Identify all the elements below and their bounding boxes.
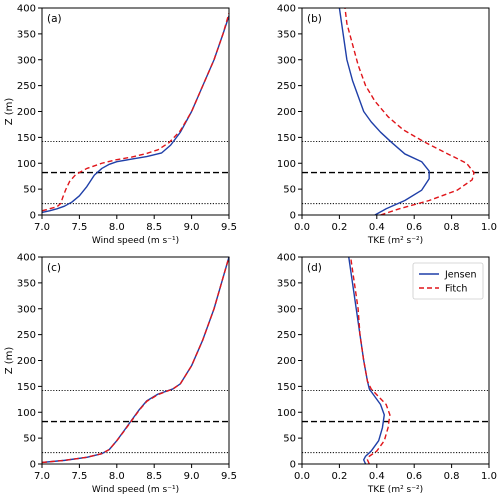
y-tick-label: 50: [283, 434, 296, 445]
y-tick-label: 200: [17, 356, 36, 367]
y-tick-label: 50: [23, 185, 36, 196]
x-tick-label: 0.8: [444, 222, 460, 233]
x-tick-label: 8.0: [109, 222, 125, 233]
x-tick-label: 0.0: [294, 471, 310, 482]
legend-box: [412, 262, 484, 300]
y-tick-label: 50: [283, 185, 296, 196]
x-tick-label: 0.2: [331, 222, 347, 233]
x-axis-label: Wind speed (m s⁻¹): [92, 236, 179, 246]
x-tick-label: 0.4: [369, 471, 385, 482]
axes-frame: [41, 256, 230, 465]
series-fitch-line: [41, 12, 230, 212]
y-tick-label: 150: [17, 133, 36, 144]
x-axis-label: TKE (m² s⁻²): [367, 485, 423, 495]
y-tick-label: 50: [23, 434, 36, 445]
series-jensen-line: [348, 256, 385, 465]
series-fitch-line: [349, 256, 391, 465]
y-tick-label: 350: [17, 29, 36, 40]
y-tick-label: 250: [17, 330, 36, 341]
panel-label: (d): [307, 262, 322, 274]
panel-label: (b): [307, 13, 322, 25]
y-tick-label: 100: [277, 159, 296, 170]
y-tick-label: 400: [277, 253, 296, 264]
y-tick-label: 200: [17, 107, 36, 118]
x-tick-label: 9.0: [184, 471, 200, 482]
y-tick-label: 400: [17, 4, 36, 15]
x-tick-label: 1.0: [481, 471, 497, 482]
axes-frame: [41, 7, 230, 216]
x-tick-label: 7.5: [71, 471, 87, 482]
x-tick-label: 9.0: [184, 222, 200, 233]
x-tick-label: 7.0: [34, 222, 50, 233]
y-tick-label: 150: [277, 133, 296, 144]
y-tick-label: 350: [277, 278, 296, 289]
panel-b: 0.0 0.2 0.4 0.6 0.8 1.0 0 50 100 150 200 250 300 350 4…: [277, 4, 497, 247]
axes-frame: [301, 7, 490, 216]
x-tick-label: 9.5: [221, 471, 237, 482]
y-tick-label: 300: [17, 55, 36, 66]
y-tick-label: 100: [17, 159, 36, 170]
x-tick-label: 0.8: [444, 471, 460, 482]
y-tick-label: 250: [277, 330, 296, 341]
legend-label-jensen: Jensen: [444, 270, 476, 281]
panel-c: 7.0 7.5 8.0 8.5 9.0 9.5 0 50 100 150 200 250 300 350 4…: [4, 253, 237, 495]
panel-a: 7.0 7.5 8.0 8.5 9.0 9.5 0 50 100 150 200 250 300 350 4…: [4, 4, 237, 247]
y-tick-label: 0: [290, 460, 296, 471]
x-tick-label: 0.4: [369, 222, 385, 233]
y-tick-label: 400: [277, 4, 296, 15]
x-axis-label: TKE (m² s⁻²): [367, 236, 423, 246]
y-tick-label: 150: [17, 382, 36, 393]
series-fitch-line: [41, 256, 230, 464]
y-tick-label: 300: [17, 304, 36, 315]
y-tick-label: 300: [277, 55, 296, 66]
y-tick-label: 0: [290, 211, 296, 222]
y-axis-label: Z (m): [4, 98, 15, 126]
x-tick-label: 9.5: [221, 222, 237, 233]
series-jensen-line: [41, 15, 230, 214]
x-tick-label: 0.6: [406, 222, 422, 233]
x-tick-label: 0.2: [331, 471, 347, 482]
y-tick-label: 0: [30, 460, 36, 471]
panel-label: (a): [47, 13, 62, 25]
y-tick-label: 350: [17, 278, 36, 289]
legend: Jensen Fitch: [412, 262, 484, 300]
y-tick-label: 100: [277, 408, 296, 419]
y-tick-label: 300: [277, 304, 296, 315]
y-tick-label: 200: [277, 107, 296, 118]
y-axis-label: Z (m): [4, 347, 15, 375]
y-tick-label: 250: [17, 81, 36, 92]
x-tick-label: 7.5: [71, 222, 87, 233]
y-tick-label: 200: [277, 356, 296, 367]
series-jensen-line: [338, 7, 430, 216]
x-tick-label: 8.0: [109, 471, 125, 482]
y-tick-label: 400: [17, 253, 36, 264]
series-jensen-line: [41, 256, 230, 464]
series-fitch-line: [344, 7, 475, 216]
panel-d: 0.0 0.2 0.4 0.6 0.8 1.0 0 50 100 150 200 250 300 350 4…: [277, 253, 497, 495]
y-tick-label: 150: [277, 382, 296, 393]
panel-label: (c): [47, 262, 61, 274]
y-tick-label: 0: [30, 211, 36, 222]
x-tick-label: 0.6: [406, 471, 422, 482]
y-tick-label: 250: [277, 81, 296, 92]
y-tick-label: 100: [17, 408, 36, 419]
legend-label-fitch: Fitch: [445, 284, 467, 295]
x-tick-label: 8.5: [146, 222, 162, 233]
x-tick-label: 8.5: [146, 471, 162, 482]
x-tick-label: 0.0: [294, 222, 310, 233]
y-tick-label: 350: [277, 29, 296, 40]
x-tick-label: 1.0: [481, 222, 497, 233]
x-axis-label: Wind speed (m s⁻¹): [92, 485, 179, 495]
x-tick-label: 7.0: [34, 471, 50, 482]
